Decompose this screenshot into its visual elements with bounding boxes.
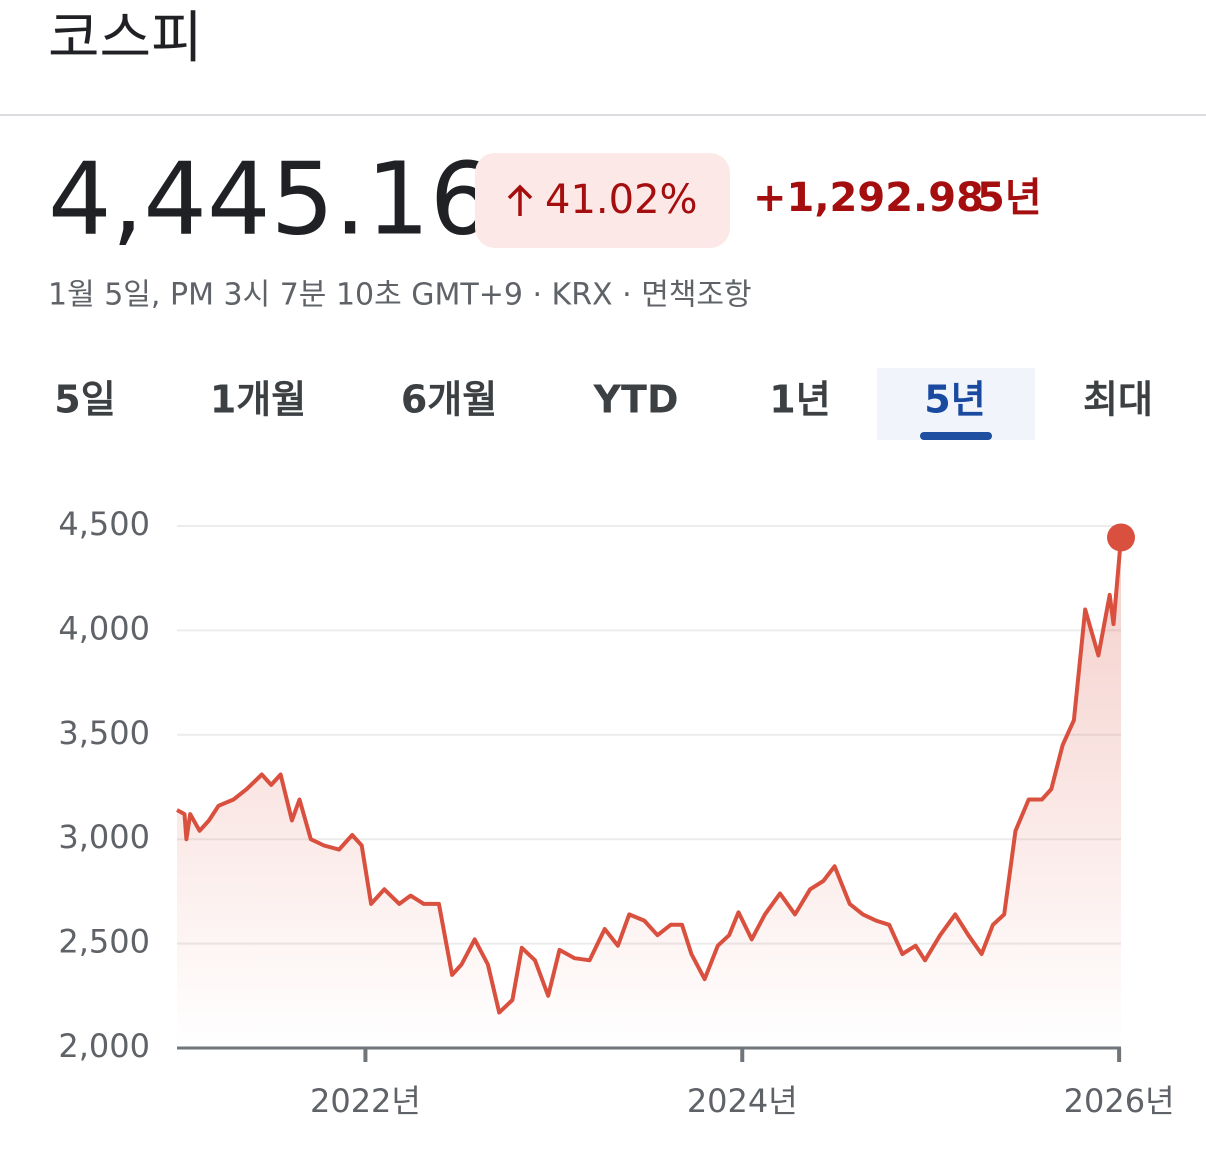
timestamp: 1월 5일, PM 3시 7분 10초 GMT+9 · KRX · 면책조항	[48, 278, 752, 313]
range-tabs: 5일 1개월 6개월 YTD 1년 5년 최대	[54, 368, 1153, 440]
range-tab[interactable]: 1년	[769, 378, 830, 422]
range-tab[interactable]: 최대	[1083, 378, 1153, 422]
up-arrow-icon	[507, 184, 533, 216]
end-marker	[1107, 523, 1135, 552]
y-tick-label: 2,000	[58, 1027, 150, 1065]
y-tick-label: 2,500	[58, 923, 150, 961]
change-percent: 41.02%	[545, 177, 698, 223]
x-tick-label: 2026년	[1064, 1082, 1175, 1120]
price: 4,445.16	[48, 140, 493, 257]
x-tick-label: 2022년	[310, 1082, 421, 1120]
change-period: 5년	[977, 175, 1042, 221]
range-tab[interactable]: YTD	[593, 378, 679, 422]
y-tick-label: 3,000	[58, 818, 150, 856]
y-tick-label: 4,500	[58, 505, 150, 543]
range-tab[interactable]: 1개월	[210, 378, 306, 422]
price-line	[176, 537, 1123, 1015]
x-tick-label: 2024년	[687, 1082, 798, 1120]
area	[177, 537, 1121, 1048]
change-value: +1,292.98	[753, 175, 984, 221]
selected-tab-bg	[877, 368, 1035, 440]
change-badge	[475, 153, 730, 248]
selected-tab-indicator	[920, 432, 992, 440]
range-tab[interactable]: 5년	[924, 378, 985, 422]
range-tab[interactable]: 5일	[54, 378, 115, 422]
page-title: 코스피	[48, 6, 203, 71]
y-tick-label: 3,500	[58, 714, 150, 752]
chart: 2,000 2,500 3,000 3,500 4,000 4,500 2022년 2024년…	[58, 505, 1174, 1120]
y-tick-label: 4,000	[58, 609, 150, 647]
range-tab[interactable]: 6개월	[401, 378, 497, 422]
